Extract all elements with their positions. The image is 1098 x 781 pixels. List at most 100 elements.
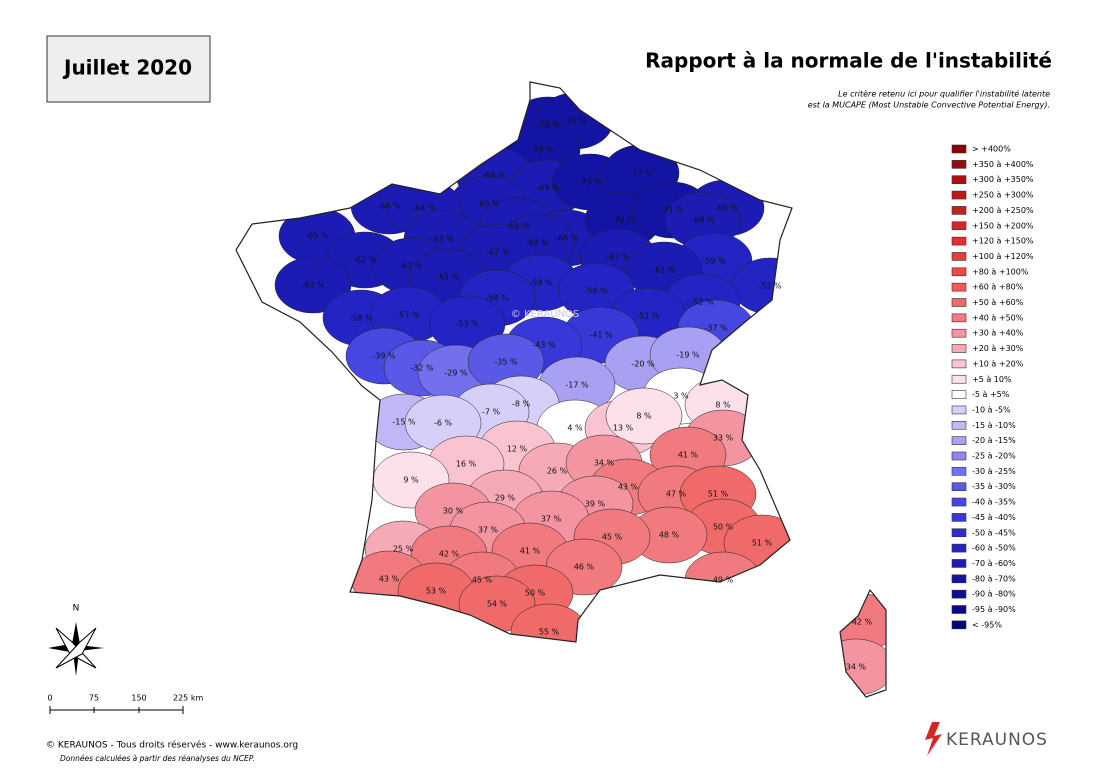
outline (235, 81, 887, 698)
legend-label: +80 à +100% (972, 267, 1029, 276)
legend-swatch (951, 175, 967, 184)
department-label: 53 % (426, 587, 447, 596)
legend-label: -25 à -20% (972, 452, 1016, 461)
legend-swatch (951, 420, 967, 430)
logo-bolt (925, 722, 942, 756)
department-label: 41 % (520, 547, 541, 556)
department-label: -61 % (436, 273, 460, 282)
legend-label: -10 à -5% (972, 405, 1011, 414)
title: Rapport à la normale de l'instabilité (645, 49, 1052, 73)
legend-swatch (951, 160, 967, 169)
department-label: 54 % (487, 600, 508, 609)
legend-label: -80 à -70% (972, 574, 1016, 583)
department-label: 26 % (547, 467, 568, 476)
legend-label: -90 à -80% (972, 590, 1016, 599)
legend-swatch (951, 267, 967, 277)
department-label: -19 % (676, 351, 700, 360)
legend-swatch (951, 528, 967, 538)
legend-swatch (951, 543, 967, 553)
legend-label: -70 à -60% (972, 559, 1016, 568)
legend-swatch (951, 482, 967, 492)
department-label: 29 % (495, 494, 516, 503)
note: Le critère retenu ici pour qualifier l'i… (838, 89, 1050, 99)
legend-label: -95 à -90% (972, 605, 1016, 614)
legend-swatch (951, 252, 967, 261)
department-label: 43 % (379, 575, 400, 584)
period-box (46, 35, 211, 103)
department-label: 55 % (539, 628, 560, 637)
legend-swatch (951, 282, 967, 292)
legend-label: -50 à -45% (972, 528, 1016, 537)
legend-label: +50 à +60% (972, 298, 1024, 307)
department-label: -43 % (532, 341, 556, 350)
legend-swatch (951, 605, 967, 614)
department-label: 13 % (613, 424, 634, 433)
legend-swatch (951, 328, 967, 338)
department-label: 43 % (618, 483, 639, 492)
legend-swatch (951, 451, 967, 461)
legend-label: +10 à +20% (972, 359, 1024, 368)
legend-swatch (951, 190, 967, 200)
legend-swatch (951, 206, 967, 215)
department-label: -20 % (631, 360, 655, 369)
department-label: -59 % (529, 279, 553, 288)
department-label: -59 % (702, 257, 726, 266)
department-label: 33 % (713, 434, 734, 443)
department-label: -63 % (301, 281, 325, 290)
logo: KERAUNOS (946, 730, 1048, 750)
department-label: 51 % (708, 490, 729, 499)
copyright: © KERAUNOS - Tous droits réservés - www.… (46, 740, 298, 751)
department-label: -62 % (399, 262, 423, 271)
legend-swatch (951, 574, 967, 584)
legend-swatch (951, 359, 967, 369)
legend-label: +300 à +350% (972, 175, 1034, 184)
department-label: -72 % (530, 146, 554, 155)
department-label: 47 % (666, 490, 687, 499)
department-label: -17 % (565, 381, 589, 390)
legend-label: -5 à +5% (972, 390, 1010, 399)
department-label: 46 % (574, 563, 595, 572)
department-label: -8 % (512, 400, 531, 409)
watermark: © KERAUNOS (511, 309, 579, 320)
department-label: 45 % (472, 576, 493, 585)
department-label: 42 % (439, 550, 460, 559)
legend-label: +30 à +40% (972, 329, 1024, 338)
legend-label: +100 à +120% (972, 252, 1034, 261)
legend-swatch (951, 221, 967, 231)
legend-label: -45 à -40% (972, 513, 1016, 522)
department (274, 256, 352, 314)
department-label: -58 % (349, 314, 373, 323)
department-label: -74 % (563, 117, 587, 126)
department-label: 39 % (585, 500, 606, 509)
department-label: -29 % (444, 369, 468, 378)
legend: > +400% +350 à +400% +300 à +350% +250 à +3… (951, 145, 1034, 629)
legend-label: +60 à +80% (972, 283, 1024, 292)
legend-label: +350 à +400% (972, 160, 1034, 169)
department-label: -70 % (536, 121, 560, 130)
department-label: -58 % (485, 294, 509, 303)
department-label: 41 % (678, 451, 699, 460)
department-label: -53 % (455, 320, 479, 329)
department-label: -52 % (690, 298, 714, 307)
department-label: -57 % (396, 311, 420, 320)
department-label: -32 % (410, 364, 434, 373)
department-label: -77 % (629, 169, 653, 178)
department-label: 37 % (478, 526, 499, 535)
department-label: -63 % (525, 239, 549, 248)
department-label: 25 % (393, 545, 414, 554)
department-label: -70 % (611, 216, 635, 225)
department-label: -41 % (589, 331, 613, 340)
labels: -70 % -74 %-72 %-68 %-69 %-73 %-77 %-65 %… (301, 117, 872, 672)
department-label: 12 % (507, 445, 528, 454)
note: est la MUCAPE (Most Unstable Convective … (808, 101, 1050, 110)
department-label: 45 % (602, 533, 623, 542)
period: Juillet 2020 (62, 56, 192, 80)
department-label: -63 % (606, 253, 630, 262)
legend-swatch (951, 374, 967, 384)
department-label: 8 % (715, 401, 731, 410)
department-label: -71 % (660, 206, 684, 215)
department-label: 50 % (713, 523, 734, 532)
source: Données calculées à partir des réanalyse… (60, 754, 255, 763)
legend-label: +150 à +200% (972, 221, 1034, 230)
department-label: 9 % (403, 476, 419, 485)
